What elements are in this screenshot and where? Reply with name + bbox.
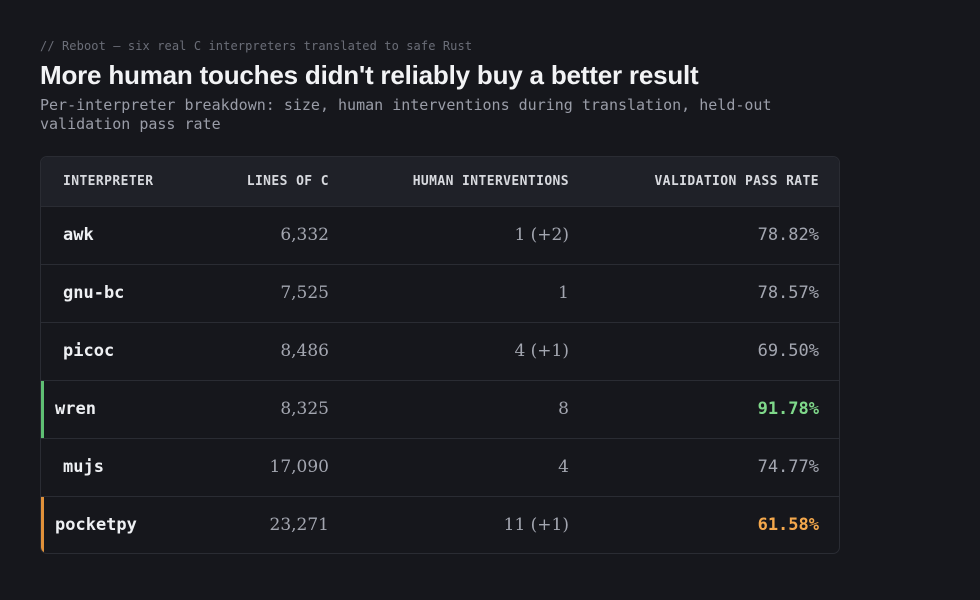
interventions-value: 1 (+2) (514, 225, 569, 245)
table-row: picoc 8,486 4 (+1) 69.50% (41, 323, 839, 381)
interpreter-table: INTERPRETER LINES OF C HUMAN INTERVENTIO… (40, 156, 840, 554)
page-title: More human touches didn't reliably buy a… (40, 60, 699, 90)
table-row: mujs 17,090 4 74.77% (41, 439, 839, 497)
lines-of-c-value: 7,525 (280, 283, 329, 303)
row-accent-bar (41, 381, 44, 438)
interpreter-name: wren (55, 399, 96, 419)
pass-rate-value: 91.78% (757, 399, 819, 419)
column-header-interpreter: INTERPRETER (63, 174, 154, 189)
table-header: INTERPRETER LINES OF C HUMAN INTERVENTIO… (41, 157, 839, 207)
pass-rate-value: 78.82% (757, 225, 819, 245)
lines-of-c-value: 23,271 (269, 515, 329, 535)
interventions-value: 4 (+1) (514, 341, 569, 361)
lines-of-c-value: 8,486 (280, 341, 329, 361)
column-header-validation-pass-rate: VALIDATION PASS RATE (654, 174, 819, 189)
interpreter-name: pocketpy (55, 515, 137, 535)
table-row: pocketpy 23,271 11 (+1) 61.58% (41, 497, 839, 553)
lines-of-c-value: 8,325 (280, 399, 329, 419)
interpreter-name: gnu-bc (63, 283, 125, 303)
interventions-value: 11 (+1) (503, 515, 569, 535)
interventions-value: 8 (558, 399, 569, 419)
lines-of-c-value: 6,332 (280, 225, 329, 245)
interpreter-name: awk (63, 225, 94, 245)
interventions-value: 4 (558, 457, 569, 477)
interventions-value: 1 (558, 283, 569, 303)
page-subtitle: Per-interpreter breakdown: size, human i… (40, 96, 772, 133)
lines-of-c-value: 17,090 (269, 457, 329, 477)
table-row: gnu-bc 7,525 1 78.57% (41, 265, 839, 323)
interpreter-name: picoc (63, 341, 115, 361)
table-row: awk 6,332 1 (+2) 78.82% (41, 207, 839, 265)
row-accent-bar (41, 497, 44, 553)
column-header-lines-of-c: LINES OF C (246, 174, 329, 189)
table-row: wren 8,325 8 91.78% (41, 381, 839, 439)
pass-rate-value: 61.58% (757, 515, 819, 535)
interpreter-name: mujs (63, 457, 104, 477)
pass-rate-value: 69.50% (757, 341, 819, 361)
eyebrow-caption: // Reboot — six real C interpreters tran… (40, 39, 473, 53)
column-header-human-interventions: HUMAN INTERVENTIONS (412, 174, 569, 189)
pass-rate-value: 74.77% (757, 457, 819, 477)
pass-rate-value: 78.57% (757, 283, 819, 303)
